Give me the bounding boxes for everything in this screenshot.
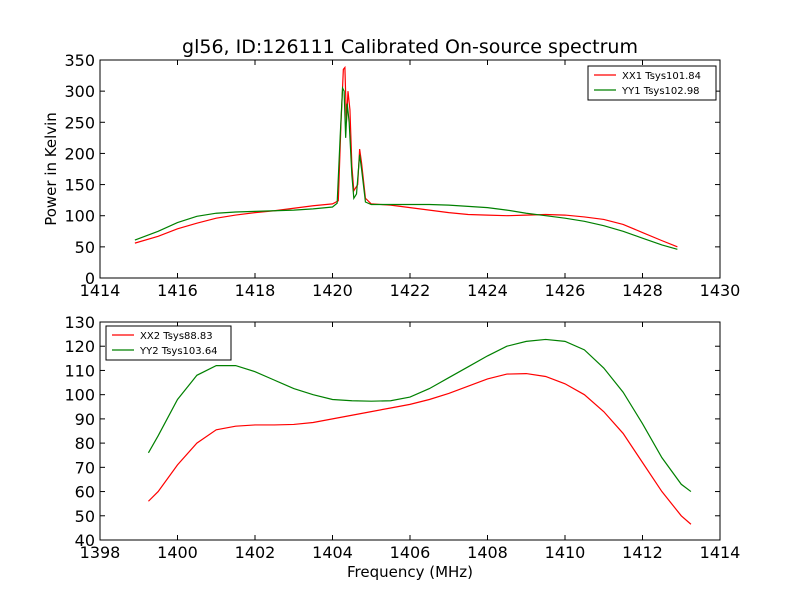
x-tick-label: 1404: [312, 543, 353, 562]
y-tick-label: 50: [75, 238, 95, 257]
x-tick-label: 1426: [545, 281, 586, 300]
y-tick-label: 100: [64, 386, 95, 405]
chart-title: gl56, ID:126111 Calibrated On-source spe…: [182, 36, 638, 58]
legend-box: [105, 325, 232, 361]
y-tick-label: 130: [64, 313, 95, 332]
x-tick-label: 1414: [700, 543, 741, 562]
series-group: [134, 65, 678, 250]
y-tick-label: 40: [75, 531, 95, 550]
x-tick-label: 1414: [80, 281, 121, 300]
y-tick-label: 70: [75, 458, 95, 477]
top-panel: 1414 1416 1418 1420 1422 1424 1426 1428 1430 0 50 1…: [64, 51, 740, 300]
x-tick-label: 1418: [235, 281, 276, 300]
x-tick-label: 1430: [700, 281, 741, 300]
x-tick-label: 1416: [157, 281, 198, 300]
y-tick-label: 100: [64, 207, 95, 226]
x-tick-label: 1398: [80, 543, 121, 562]
series-group: [147, 338, 692, 525]
legend: XX1 Tsys101.84 YY1 Tsys102.98: [587, 65, 717, 101]
y-tick-label: 300: [64, 82, 95, 101]
x-tick-label: 1424: [467, 281, 508, 300]
legend: XX2 Tsys88.83 YY2 Tsys103.64: [105, 325, 232, 361]
x-tick-label: 1410: [545, 543, 586, 562]
y-tick-label: 120: [64, 337, 95, 356]
x-tick-label: 1400: [157, 543, 198, 562]
y-tick-label: 150: [64, 176, 95, 195]
y-tick-label: 250: [64, 113, 95, 132]
x-axis-label: Frequency (MHz): [347, 563, 473, 581]
legend-entry: YY1 Tsys102.98: [621, 86, 700, 97]
x-tick-label: 1408: [467, 543, 508, 562]
legend-box: [587, 65, 717, 101]
x-tick-label: 1406: [390, 543, 431, 562]
x-tick-label: 1412: [622, 543, 663, 562]
y-tick-label: 350: [64, 51, 95, 70]
series-line-yy2: [147, 338, 692, 493]
y-tick-label: 50: [75, 507, 95, 526]
legend-entry: XX2 Tsys88.83: [140, 331, 213, 342]
y-tick-label: 90: [75, 410, 95, 429]
x-tick-label: 1402: [235, 543, 276, 562]
y-tick-label: 60: [75, 483, 95, 502]
y-tick-label: 0: [85, 269, 95, 288]
y-tick-label: 80: [75, 434, 95, 453]
x-tick-label: 1422: [390, 281, 431, 300]
y-tick-label: 200: [64, 144, 95, 163]
y-axis-label: Power in Kelvin: [42, 112, 60, 226]
series-line-yy1: [134, 85, 678, 250]
legend-entry: XX1 Tsys101.84: [622, 71, 701, 82]
legend-entry: YY2 Tsys103.64: [139, 346, 218, 357]
x-tick-label: 1420: [312, 281, 353, 300]
y-tick-label: 110: [64, 361, 95, 380]
series-line-xx2: [148, 372, 692, 525]
bottom-panel: 1398 1400 1402 1404 1406 1408 1410 1412 1414 40 50…: [64, 313, 740, 562]
x-tick-label: 1428: [622, 281, 663, 300]
